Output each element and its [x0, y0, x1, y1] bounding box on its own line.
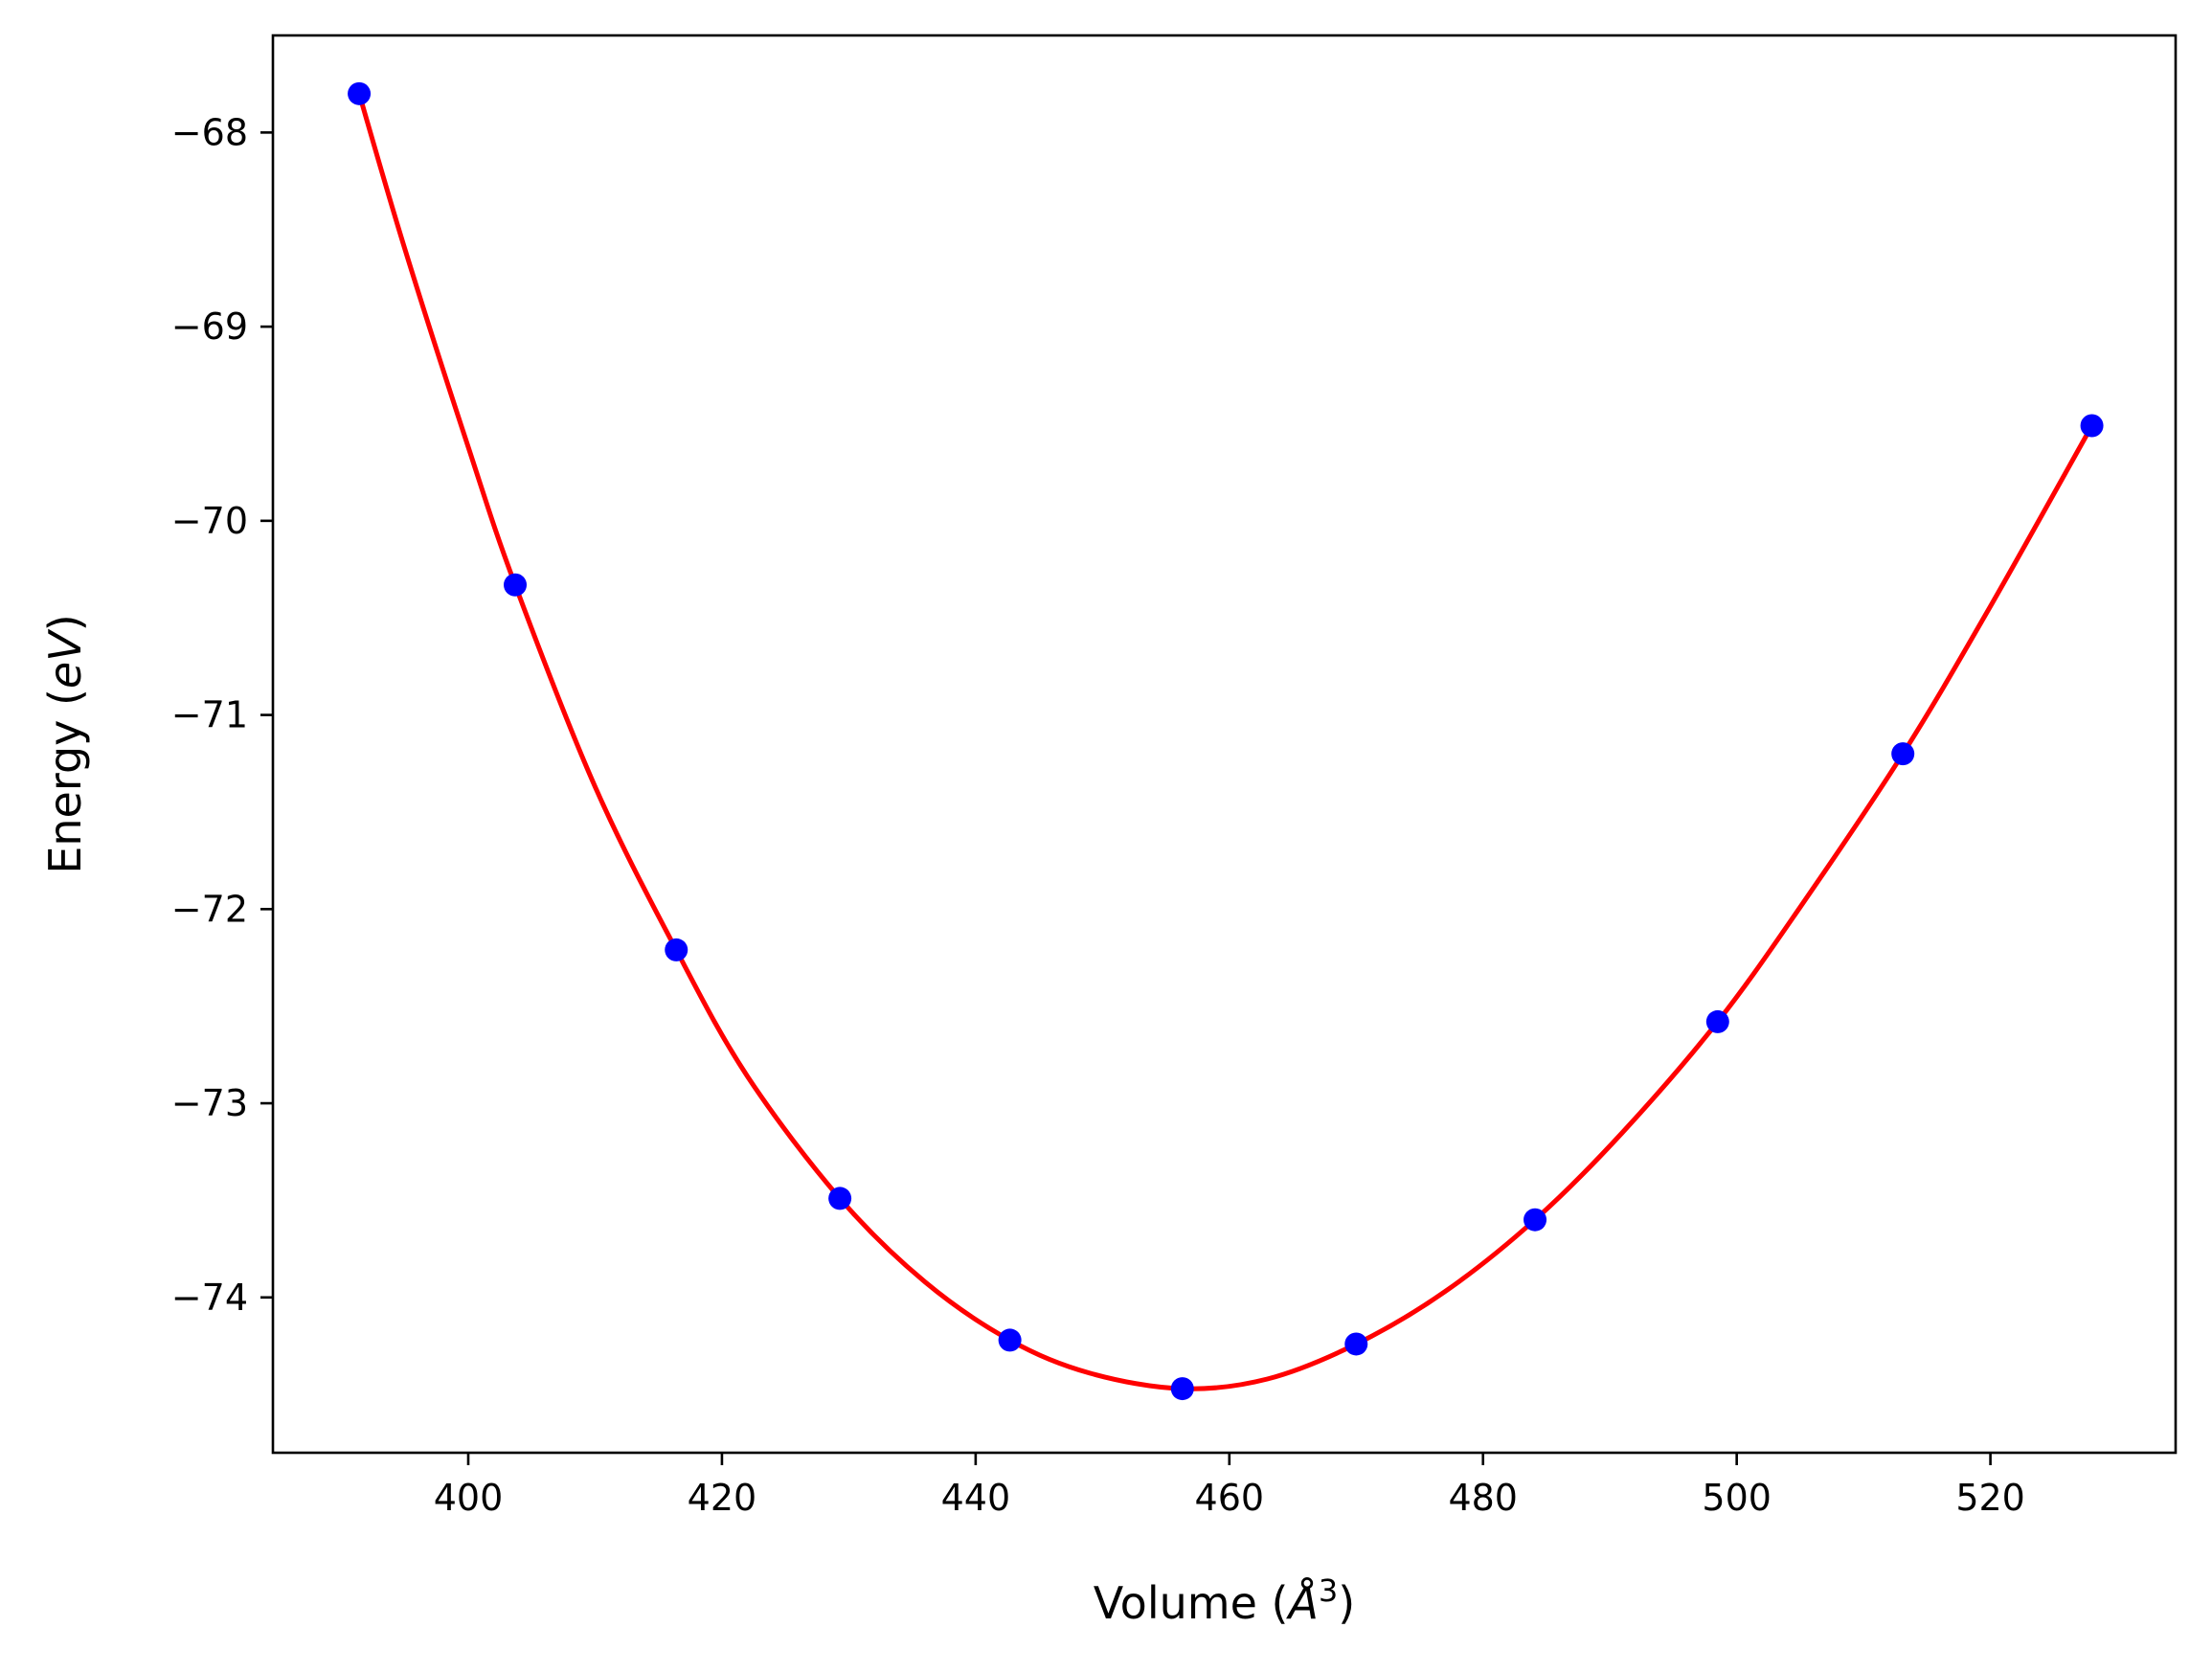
data-point — [504, 573, 528, 597]
y-axis-label-symbol: eV — [39, 628, 91, 689]
x-tick-label: 420 — [688, 1477, 757, 1519]
y-tick-label: −72 — [171, 888, 248, 930]
x-axis-label-symbol: Å — [1285, 1577, 1318, 1629]
data-point — [348, 81, 372, 105]
y-axis-label: Energy (eV) — [39, 614, 91, 873]
data-point — [665, 938, 688, 961]
y-tick-label: −69 — [171, 305, 248, 348]
data-point — [828, 1187, 852, 1210]
y-axis-label-text: Energy ( — [39, 689, 91, 874]
data-points — [348, 81, 2104, 1401]
x-axis-label-close: ) — [1338, 1577, 1355, 1629]
y-axis-ticks: −68 −69 −70 −71 −72 −73 −74 — [171, 111, 273, 1319]
data-point — [1524, 1208, 1547, 1232]
x-tick-label: 460 — [1195, 1477, 1265, 1519]
x-tick-label: 520 — [1955, 1477, 2025, 1519]
plot-area — [348, 81, 2104, 1401]
y-tick-label: −68 — [171, 111, 248, 153]
y-tick-label: −70 — [171, 500, 248, 542]
fit-curve-line — [356, 93, 2094, 1391]
x-axis-label-text: Volume ( — [1094, 1577, 1289, 1629]
data-point — [2080, 414, 2104, 438]
data-point — [1344, 1332, 1368, 1356]
data-point — [1170, 1377, 1194, 1401]
data-point — [998, 1328, 1022, 1352]
x-tick-label: 400 — [434, 1477, 504, 1519]
x-tick-label: 440 — [941, 1477, 1011, 1519]
x-axis-ticks: 400 420 440 460 480 500 520 — [434, 1453, 2025, 1519]
data-point — [1891, 742, 1915, 766]
y-tick-label: −71 — [171, 694, 248, 736]
x-tick-label: 480 — [1448, 1477, 1518, 1519]
x-tick-label: 500 — [1702, 1477, 1772, 1519]
axes-frame — [271, 34, 2178, 1455]
y-tick-label: −73 — [171, 1082, 248, 1124]
y-tick-label: −74 — [171, 1277, 248, 1319]
x-axis-label-exponent: 3 — [1319, 1572, 1338, 1609]
x-axis-label: Volume (Å3) — [1094, 1572, 1355, 1629]
data-point — [1705, 1009, 1729, 1033]
y-axis-label-close: ) — [39, 614, 91, 631]
